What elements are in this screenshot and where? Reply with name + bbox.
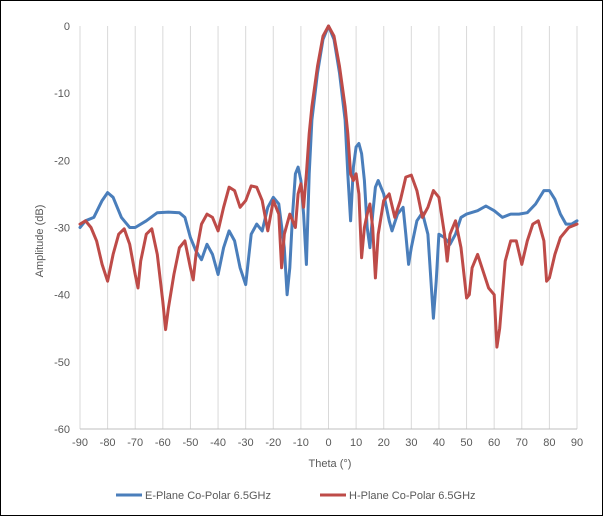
x-tick-label: 60: [488, 437, 500, 449]
x-axis-label: Theta (°): [309, 458, 352, 470]
axes: -90 -80 -70 -60 -50 -40 -30 -20 -10 0 10 20 30 40 50 60…: [54, 21, 583, 449]
y-tick-label: -60: [54, 424, 70, 436]
y-tick-label: 0: [64, 21, 70, 33]
x-tick-label: -40: [210, 437, 226, 449]
x-tick-label: -60: [155, 437, 171, 449]
grid-lines: [79, 26, 578, 429]
x-tick-label: -70: [127, 437, 143, 449]
x-tick-label: -90: [72, 437, 88, 449]
series-lines: [78, 24, 579, 349]
x-tick-label: -30: [238, 437, 254, 449]
y-tick-label: -50: [54, 357, 70, 369]
x-tick-label: -80: [100, 437, 116, 449]
x-tick-label: 10: [350, 437, 362, 449]
legend-label: H-Plane Co-Polar 6.5GHz: [349, 490, 476, 502]
x-tick-label: 90: [571, 437, 583, 449]
y-tick-label: -30: [54, 223, 70, 235]
y-tick-label: -20: [54, 155, 70, 167]
x-tick-label: 70: [516, 437, 528, 449]
series-line-h-plane: [78, 24, 579, 349]
x-tick-label: -50: [182, 437, 198, 449]
x-tick-label: 80: [543, 437, 555, 449]
x-tick-label: 0: [325, 437, 331, 449]
y-tick-label: -10: [54, 88, 70, 100]
x-tick-label: 50: [460, 437, 472, 449]
x-tick-label: 20: [378, 437, 390, 449]
legend-label: E-Plane Co-Polar 6.5GHz: [145, 490, 271, 502]
legend: E-Plane Co-Polar 6.5GHz H-Plane Co-Polar …: [116, 490, 476, 502]
y-tick-label: -40: [54, 290, 70, 302]
x-tick-label: -20: [265, 437, 281, 449]
x-tick-label: -10: [293, 437, 309, 449]
x-tick-label: 30: [405, 437, 417, 449]
y-axis-label: Amplitude (dB): [34, 205, 46, 278]
x-tick-label: 40: [433, 437, 445, 449]
